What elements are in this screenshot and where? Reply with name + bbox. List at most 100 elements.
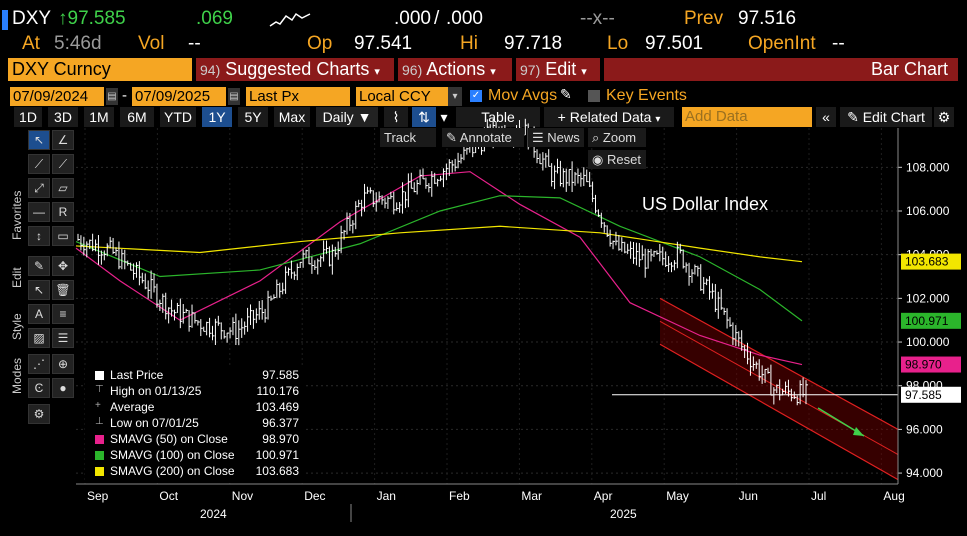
annotate-button[interactable]: ✎ Annotate xyxy=(442,128,524,147)
reset-button[interactable]: ◉ Reset xyxy=(588,150,646,169)
select-icon[interactable]: ↖ xyxy=(28,280,50,300)
bid-value: .000 xyxy=(394,8,431,29)
legend-value: 97.585 xyxy=(262,368,299,382)
calendar-icon[interactable]: ▤ xyxy=(106,88,118,105)
ask-value: .000 xyxy=(446,8,483,29)
actions-menu[interactable]: 96) Actions ▾ xyxy=(398,58,512,81)
field-select[interactable]: Last Px xyxy=(246,87,350,106)
line-chart-icon[interactable]: ⌇ xyxy=(384,107,408,127)
retracement-icon[interactable]: R xyxy=(52,202,74,222)
x-tick-label: Sep xyxy=(87,489,109,503)
flag-label: 100.971 xyxy=(905,314,949,328)
suggested-charts-menu[interactable]: 94) Suggested Charts ▾ xyxy=(196,58,394,81)
vol-value: -- xyxy=(188,33,201,54)
horizontal-line-icon[interactable]: — xyxy=(28,202,50,222)
snap-icon[interactable]: ⊕ xyxy=(52,354,74,374)
security-field[interactable]: DXY Curncy xyxy=(8,58,192,81)
line-weight-icon[interactable]: ☰ xyxy=(52,328,74,348)
legend-value: 110.176 xyxy=(256,384,300,398)
settings-icon[interactable]: ⚙ xyxy=(28,404,50,424)
period-1y[interactable]: 1Y xyxy=(202,107,232,127)
gear-icon[interactable]: ⚙ xyxy=(934,107,954,127)
chart-legend: Last Price 97.585 ⊤ High on 01/13/25 110.176… xyxy=(85,366,303,482)
period-1d[interactable]: 1D xyxy=(14,107,42,127)
mov-avgs-label: Mov Avgs xyxy=(488,87,558,104)
key-events-checkbox[interactable] xyxy=(588,90,600,102)
collapse-icon[interactable]: « xyxy=(816,107,836,127)
track-button[interactable]: Track xyxy=(380,128,436,147)
period-1m[interactable]: 1M xyxy=(84,107,114,127)
dropdown-arrow-icon[interactable]: ▾ xyxy=(440,107,448,127)
sparkline-icon xyxy=(269,12,311,27)
y-tick-label: 106.000 xyxy=(906,204,950,218)
news-button[interactable]: ☰ News xyxy=(528,128,584,147)
pencil-icon: ✎ xyxy=(847,109,859,125)
rectangle-icon[interactable]: ▭ xyxy=(52,226,74,246)
legend-item[interactable]: Last Price 97.585 xyxy=(95,368,303,383)
color-palette-icon[interactable]: ● xyxy=(52,378,74,398)
legend-item[interactable]: + Average 103.469 xyxy=(95,400,303,415)
trendline-icon[interactable]: ⟋ xyxy=(28,154,50,174)
line-style-icon[interactable]: ≡ xyxy=(52,304,74,324)
legend-item[interactable]: ⊥ Low on 07/01/25 96.377 xyxy=(95,416,303,431)
y-tick-label: 96.000 xyxy=(906,422,943,436)
trash-icon[interactable]: 🗑 xyxy=(52,280,74,300)
price-flag: 98.970 xyxy=(901,356,961,373)
sma-line xyxy=(75,225,803,263)
price-flag: 103.683 xyxy=(901,253,961,270)
ray-icon[interactable]: ⟋ xyxy=(52,154,74,174)
pencil-icon[interactable]: ✎ xyxy=(560,86,572,102)
zoom-button[interactable]: ⌕ Zoom xyxy=(588,128,646,147)
price-flag: 97.585 xyxy=(901,386,961,403)
high-label: Hi xyxy=(460,33,478,54)
start-date-field[interactable]: 07/09/2024 xyxy=(10,87,104,106)
legend-item[interactable]: SMAVG (100) on Close 100.971 xyxy=(95,448,303,463)
pencil-line-icon[interactable]: ∠ xyxy=(52,130,74,150)
prev-label: Prev xyxy=(684,8,724,29)
legend-swatch: ⊥ xyxy=(95,416,104,427)
crosshair-icon[interactable]: ⋰ xyxy=(28,354,50,374)
low-label: Lo xyxy=(607,33,629,54)
prev-value: 97.516 xyxy=(738,8,797,29)
legend-swatch: ⊤ xyxy=(95,384,104,395)
dropdown-arrow-icon: ▾ xyxy=(655,114,661,125)
move-icon[interactable]: ✥ xyxy=(52,256,74,276)
high-value: 97.718 xyxy=(504,33,563,54)
text-style-icon[interactable]: A xyxy=(28,304,50,324)
calendar-icon[interactable]: ▤ xyxy=(228,88,240,105)
channel-icon[interactable]: ▱ xyxy=(52,178,74,198)
ticker-marker xyxy=(2,10,8,30)
legend-swatch xyxy=(95,467,104,476)
period-ytd[interactable]: YTD xyxy=(160,107,196,127)
flag-box xyxy=(901,253,961,270)
extended-line-icon[interactable]: ⤢ xyxy=(28,178,50,198)
x-tick-label: Mar xyxy=(521,489,542,503)
cursor-icon[interactable]: ↖ xyxy=(28,130,50,150)
mov-avgs-checkbox[interactable]: ✓ xyxy=(470,90,482,102)
price-level-icon[interactable]: ↕ xyxy=(28,226,50,246)
edit-menu[interactable]: 97) Edit ▾ xyxy=(516,58,600,81)
legend-item[interactable]: ⊤ High on 01/13/25 110.176 xyxy=(95,384,303,399)
bar-chart-icon[interactable]: ⇅ xyxy=(412,107,436,127)
legend-item[interactable]: SMAVG (50) on Close 98.970 xyxy=(95,432,303,447)
chart-type-label[interactable]: Bar Chart xyxy=(604,58,958,81)
frequency-select[interactable]: Daily ▼ xyxy=(316,107,378,127)
edit-chart-button[interactable]: ✎ Edit Chart xyxy=(840,107,932,127)
period-5y[interactable]: 5Y xyxy=(238,107,268,127)
dropdown-arrow-icon[interactable]: ▾ xyxy=(448,87,462,106)
legend-item[interactable]: SMAVG (200) on Close 103.683 xyxy=(95,464,303,479)
period-max[interactable]: Max xyxy=(274,107,310,127)
legend-label: High on 01/13/25 xyxy=(110,384,202,398)
magnet-icon[interactable]: Ͼ xyxy=(28,378,50,398)
x-tick-label: Jul xyxy=(811,489,826,503)
related-data-button[interactable]: + Related Data ▾ xyxy=(544,107,674,127)
currency-select[interactable]: Local CCY xyxy=(356,87,448,106)
brush-icon[interactable]: ✎ xyxy=(28,256,50,276)
fill-icon[interactable]: ▨ xyxy=(28,328,50,348)
end-date-field[interactable]: 07/09/2025 xyxy=(132,87,226,106)
period-6m[interactable]: 6M xyxy=(120,107,154,127)
period-3d[interactable]: 3D xyxy=(48,107,78,127)
add-data-input[interactable]: Add Data xyxy=(682,107,812,127)
y-tick-label: 100.000 xyxy=(906,335,950,349)
